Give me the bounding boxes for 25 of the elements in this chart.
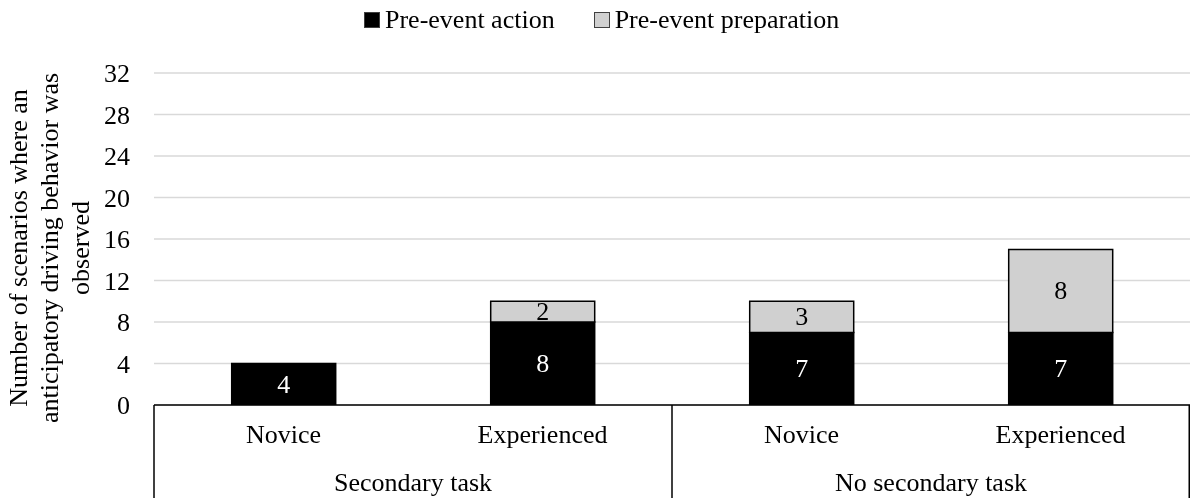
y-tick-label: 28 <box>104 100 130 130</box>
legend-label: Pre-event action <box>385 4 555 36</box>
text: No secondary task <box>834 467 1028 497</box>
legend-label: Pre-event preparation <box>614 4 840 36</box>
y-tick-label: 4 <box>117 349 130 379</box>
text: Secondary task <box>333 467 493 497</box>
x-tick-label: Novice <box>245 420 322 450</box>
x-tick-label: Experienced <box>995 420 1126 450</box>
y-tick-label: 32 <box>104 59 130 89</box>
x-tick-label: Novice <box>763 420 840 450</box>
data-label: 7 <box>795 354 809 384</box>
y-tick-label: 12 <box>104 266 130 296</box>
y-tick-label: 8 <box>117 308 130 338</box>
x-tick-label: Experienced <box>477 420 608 450</box>
data-label: 8 <box>536 349 550 378</box>
y-tick-label: 0 <box>117 391 130 421</box>
data-label: 2 <box>536 297 550 327</box>
data-label: 4 <box>277 369 291 399</box>
y-tick-label: 16 <box>104 225 130 255</box>
y-tick-label: 20 <box>104 183 130 213</box>
data-label: 7 <box>1054 354 1068 384</box>
y-tick-label: 24 <box>104 142 130 172</box>
y-axis-title: Number of scenarios where an anticipatory driving behavior was observed <box>3 72 95 424</box>
data-label: 8 <box>1054 276 1068 306</box>
data-label: 3 <box>795 302 809 332</box>
